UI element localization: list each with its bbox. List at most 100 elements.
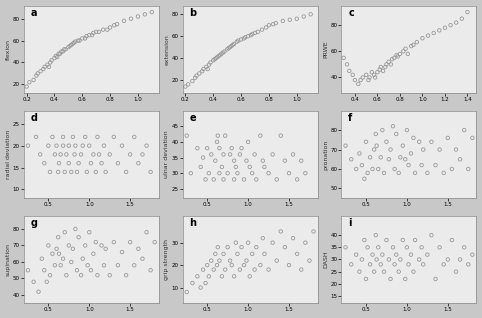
Point [256,133,264,138]
Point [410,269,417,274]
Point [405,262,413,267]
Point [357,78,364,83]
Point [469,252,476,257]
Point [77,273,85,278]
Point [464,262,472,267]
Point [342,143,349,148]
Point [244,240,252,245]
Point [44,243,52,248]
Point [251,152,258,157]
Point [81,135,89,140]
Point [377,262,385,267]
Point [397,257,404,262]
Point [26,80,33,85]
Point [71,226,79,232]
Point [113,22,121,27]
Point [226,258,234,263]
Point [131,263,138,268]
Point [205,274,213,279]
Point [261,164,268,169]
Point [229,42,237,47]
Point [388,57,396,62]
Point [127,16,135,21]
Point [213,139,221,144]
Point [214,245,222,250]
Point [23,84,30,89]
Point [358,257,366,262]
Point [424,33,432,38]
Point [151,239,159,245]
Point [411,238,419,243]
Point [383,238,390,243]
Point [70,40,78,45]
Point [184,82,192,87]
Point [407,252,415,257]
Text: h: h [189,218,196,228]
Point [349,72,357,77]
Point [106,273,114,278]
Point [215,146,223,151]
Point [204,66,212,72]
Point [102,246,109,251]
Point [95,29,103,34]
Point [399,238,407,243]
Point [218,51,226,56]
Point [220,251,228,256]
Y-axis label: DASH: DASH [323,251,328,268]
Point [258,27,266,32]
Point [236,152,244,157]
Point [79,143,87,148]
Point [370,269,378,274]
Point [118,250,126,255]
Y-axis label: ulnar deviation: ulnar deviation [164,131,169,178]
Point [419,262,427,267]
Point [126,152,134,157]
Point [55,251,63,256]
Point [281,158,289,163]
Point [67,169,75,175]
Point [415,139,423,144]
Point [197,285,204,290]
Point [272,21,280,26]
Point [391,166,399,171]
Point [212,251,219,256]
Point [418,162,426,168]
Point [364,78,372,83]
Point [234,171,241,176]
Point [68,41,76,46]
Point [55,51,63,56]
Point [65,143,73,148]
Point [240,177,248,182]
Point [43,62,51,67]
Point [366,155,374,160]
Point [82,34,90,39]
Point [269,152,277,157]
Point [53,143,60,148]
Point [216,52,224,57]
Point [75,161,82,166]
Point [187,171,195,176]
Point [460,128,468,133]
Point [242,158,250,163]
Point [118,143,126,148]
Point [81,243,89,248]
Point [385,157,393,162]
Point [196,71,203,76]
Point [428,233,435,238]
Point [251,31,259,36]
Point [372,233,380,238]
Point [62,47,69,52]
Point [404,52,412,57]
Point [368,70,375,75]
Point [418,36,426,41]
Point [395,269,402,274]
Point [399,143,407,148]
Point [71,143,79,148]
Point [410,135,417,141]
Point [207,60,214,65]
Point [366,75,374,80]
Point [369,166,376,171]
Point [410,42,417,47]
Point [440,262,448,267]
Point [352,252,360,257]
